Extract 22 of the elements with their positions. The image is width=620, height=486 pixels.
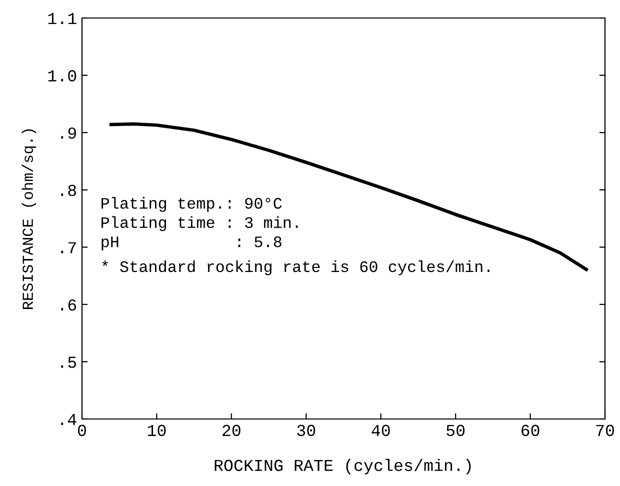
y-tick-label: .4 — [61, 414, 76, 426]
y-tick-label: .9 — [61, 127, 76, 139]
annotation: Plating time : 3 min. — [102, 216, 298, 232]
x-tick-label: 0 — [78, 424, 86, 436]
x-tick-label: 20 — [222, 424, 240, 436]
x-tick-label: 60 — [522, 424, 540, 436]
y-tick-label: .7 — [61, 242, 76, 254]
y-axis-title: RESISTANCE (ohm/sq.) — [22, 129, 36, 309]
x-tick-label: 30 — [297, 424, 316, 436]
x-tick-label: 40 — [372, 424, 390, 436]
x-tick-label: 50 — [446, 424, 465, 436]
annotation: Plating temp.: 90°C — [102, 197, 282, 212]
y-tick-label: .6 — [61, 299, 76, 311]
y-tick-label: 1.0 — [48, 70, 76, 82]
x-axis-title: ROCKING RATE (cycles/min.) — [214, 458, 471, 474]
annotation: pH : 5.8 — [102, 236, 282, 250]
y-tick-label: 1.1 — [48, 13, 76, 24]
x-tick-label: 10 — [148, 424, 166, 436]
y-tick-label: .5 — [61, 356, 76, 368]
x-tick-label: 70 — [596, 424, 614, 436]
y-tick-label: .8 — [61, 184, 76, 196]
annotation: * Standard rocking rate is 60 cycles/min. — [102, 260, 490, 276]
